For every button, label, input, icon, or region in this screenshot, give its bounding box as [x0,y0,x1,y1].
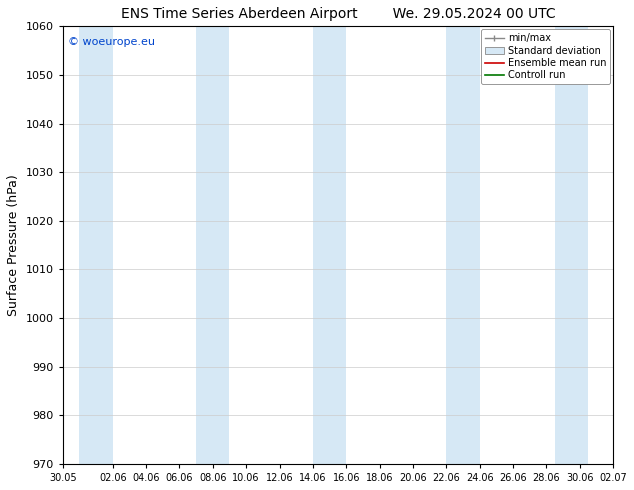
Bar [555,26,588,464]
Text: © woeurope.eu: © woeurope.eu [68,37,155,47]
Bar [196,26,230,464]
Y-axis label: Surface Pressure (hPa): Surface Pressure (hPa) [7,174,20,316]
Bar [79,26,113,464]
Title: ENS Time Series Aberdeen Airport        We. 29.05.2024 00 UTC: ENS Time Series Aberdeen Airport We. 29.… [120,7,555,21]
Legend: min/max, Standard deviation, Ensemble mean run, Controll run: min/max, Standard deviation, Ensemble me… [481,29,611,84]
Bar [446,26,480,464]
Bar [313,26,346,464]
